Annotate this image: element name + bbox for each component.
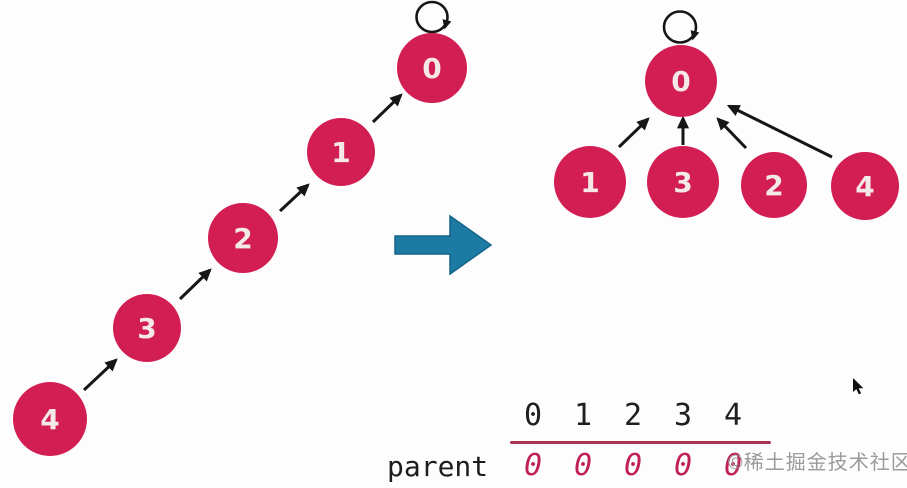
self-loop-arrowhead-icon (690, 30, 700, 41)
mouse-cursor-icon (853, 378, 864, 395)
chain-node-0 (397, 33, 467, 103)
edge-2-to-1 (278, 183, 310, 213)
transform-arrow-icon (394, 214, 493, 276)
table-index-cell: 3 (673, 398, 693, 433)
chain-node-2 (208, 203, 278, 273)
self-loop-arrowhead-icon (442, 19, 452, 30)
self-loop-icon (662, 10, 698, 44)
tree-node-4-label: 4 (855, 170, 874, 203)
chain-before-group (82, 0, 449, 392)
table-value-cell: 0 (573, 448, 593, 483)
edge-2-to-root (716, 117, 748, 150)
chain-node-1 (307, 118, 375, 186)
parent-table-value-row: 0 0 0 0 0 (508, 449, 760, 483)
chain-node-4 (13, 382, 87, 456)
tree-node-4 (831, 152, 899, 220)
tree-after-group (617, 10, 833, 159)
tree-node-1-label: 1 (580, 166, 599, 199)
table-value-cell: 0 (623, 448, 643, 483)
chain-node-3-label: 3 (137, 312, 156, 345)
tree-after-nodes: 0 1 3 2 4 (554, 45, 899, 220)
table-index-cell: 1 (573, 398, 593, 433)
parent-table-index-row: 0 1 2 3 4 (508, 399, 760, 433)
edge-1-to-0 (371, 93, 403, 124)
chain-node-2-label: 2 (233, 222, 252, 255)
edge-1-to-root (617, 117, 650, 149)
chain-before-nodes: 0 1 2 3 4 (13, 33, 467, 456)
chain-node-3 (113, 294, 181, 362)
tree-node-0-label: 0 (671, 65, 690, 98)
table-value-cell: 0 (523, 448, 543, 483)
tree-node-0 (645, 45, 717, 117)
table-index-cell: 4 (723, 398, 743, 433)
edge-4-to-root (726, 104, 833, 159)
tree-node-2-label: 2 (764, 169, 783, 202)
tree-node-2 (741, 152, 807, 218)
tree-node-3 (647, 146, 719, 218)
juejin-watermark: ©稀土掘金技术社区 (728, 452, 907, 474)
table-index-cell: 0 (523, 398, 543, 433)
edge-3-to-2 (178, 268, 212, 301)
tree-node-3-label: 3 (673, 166, 692, 199)
chain-node-1-label: 1 (331, 136, 350, 169)
table-value-cell: 0 (673, 448, 693, 483)
parent-array-label: parent (387, 450, 489, 483)
table-value-cell: 0 (723, 448, 743, 483)
chain-node-4-label: 4 (40, 403, 59, 436)
self-loop-icon (415, 0, 449, 34)
edge-4-to-3 (82, 358, 118, 392)
table-index-cell: 2 (623, 398, 643, 433)
table-rule-line (510, 441, 771, 444)
tree-node-1 (554, 146, 626, 218)
chain-node-0-label: 0 (422, 52, 441, 85)
